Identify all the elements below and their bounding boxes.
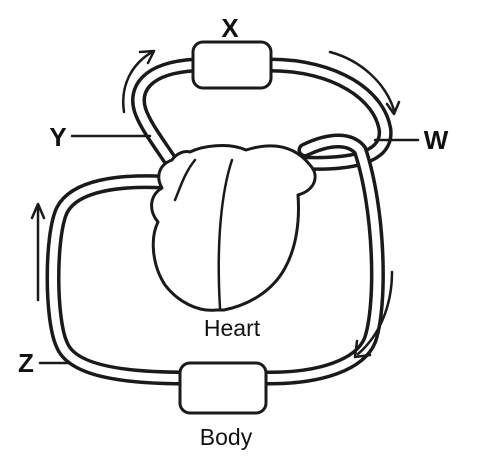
flow-arrow-right xyxy=(353,270,394,359)
body-capillary-box xyxy=(178,361,268,415)
label-y: Y xyxy=(49,122,66,152)
label-x: X xyxy=(221,13,239,43)
label-heart: Heart xyxy=(204,315,261,341)
flow-arrow-top-right xyxy=(328,50,401,116)
flow-arrow-left xyxy=(30,202,46,302)
flow-arrow-top-left xyxy=(121,49,156,114)
heart xyxy=(150,144,317,312)
lung-capillary-box xyxy=(191,40,273,90)
label-w: W xyxy=(424,125,449,155)
pulmonary-loop xyxy=(131,57,393,171)
label-body: Body xyxy=(200,424,253,450)
label-z: Z xyxy=(18,348,34,378)
